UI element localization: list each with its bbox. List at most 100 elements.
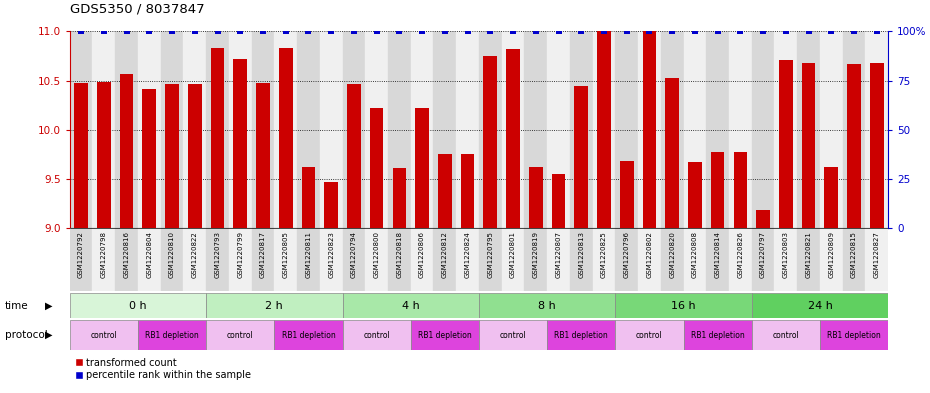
Bar (70, 293, 206, 318)
Text: RB1 depletion: RB1 depletion (418, 331, 472, 340)
Bar (525, 228, 547, 291)
Point (824, 28, 839, 35)
Bar (756, 210, 770, 228)
Bar (870, 63, 884, 228)
Bar (616, 320, 684, 350)
Bar (866, 228, 888, 291)
Point (642, 28, 657, 35)
Bar (551, 174, 565, 228)
Point (733, 28, 748, 35)
Bar (365, 31, 388, 228)
Point (596, 28, 611, 35)
Bar (729, 31, 751, 228)
Text: GSM1220824: GSM1220824 (465, 231, 471, 278)
Point (506, 28, 521, 35)
Bar (206, 31, 229, 228)
Bar (734, 152, 747, 228)
Point (687, 28, 702, 35)
Bar (297, 31, 320, 228)
Point (301, 28, 316, 35)
Text: GSM1220804: GSM1220804 (146, 231, 153, 278)
Bar (161, 228, 183, 291)
Point (665, 28, 680, 35)
Point (347, 28, 362, 35)
Bar (866, 31, 888, 228)
Bar (460, 154, 474, 228)
Bar (70, 228, 92, 291)
Text: GSM1220801: GSM1220801 (510, 231, 516, 278)
Bar (229, 31, 252, 228)
Point (415, 28, 430, 35)
Bar (211, 48, 224, 228)
Bar (320, 31, 342, 228)
Bar (597, 31, 611, 228)
Bar (616, 31, 638, 228)
Point (278, 28, 293, 35)
Text: control: control (90, 331, 117, 340)
Text: GSM1220817: GSM1220817 (260, 231, 266, 278)
Bar (274, 228, 297, 291)
Text: ▶: ▶ (45, 330, 52, 340)
Bar (433, 31, 457, 228)
Bar (479, 320, 547, 350)
Bar (325, 182, 338, 228)
Bar (638, 228, 661, 291)
Point (369, 28, 384, 35)
Bar (506, 49, 520, 228)
Point (778, 28, 793, 35)
Bar (120, 73, 133, 228)
Bar (751, 320, 820, 350)
Bar (525, 31, 547, 228)
Text: GSM1220819: GSM1220819 (533, 231, 538, 278)
Bar (411, 320, 479, 350)
Text: RB1 depletion: RB1 depletion (827, 331, 881, 340)
Bar (820, 320, 888, 350)
Text: GSM1220794: GSM1220794 (351, 231, 357, 278)
Text: control: control (227, 331, 254, 340)
Text: control: control (499, 331, 526, 340)
Bar (797, 31, 820, 228)
Bar (570, 228, 592, 291)
Bar (256, 83, 270, 228)
Bar (370, 108, 383, 228)
Point (256, 28, 271, 35)
Bar (320, 228, 342, 291)
Text: GSM1220820: GSM1220820 (670, 231, 675, 278)
Text: GDS5350 / 8037847: GDS5350 / 8037847 (70, 3, 205, 16)
Text: GSM1220800: GSM1220800 (374, 231, 379, 278)
Text: RB1 depletion: RB1 depletion (691, 331, 745, 340)
Text: 16 h: 16 h (671, 301, 696, 310)
Bar (592, 228, 616, 291)
Point (528, 28, 543, 35)
Point (619, 28, 634, 35)
Point (324, 28, 339, 35)
Bar (433, 228, 457, 291)
Bar (347, 84, 361, 228)
Bar (297, 228, 320, 291)
Bar (751, 228, 775, 291)
Text: GSM1220825: GSM1220825 (601, 231, 607, 278)
Text: RB1 depletion: RB1 depletion (282, 331, 336, 340)
Point (711, 28, 725, 35)
Text: GSM1220810: GSM1220810 (169, 231, 175, 278)
Bar (684, 31, 706, 228)
Point (210, 28, 225, 35)
Text: GSM1220806: GSM1220806 (419, 231, 425, 278)
Bar (188, 84, 202, 228)
Text: time: time (5, 301, 28, 310)
Bar (115, 228, 138, 291)
Bar (274, 320, 342, 350)
Bar (92, 31, 115, 228)
Text: GSM1220823: GSM1220823 (328, 231, 334, 278)
Bar (547, 320, 616, 350)
Bar (115, 31, 138, 228)
Bar (638, 31, 661, 228)
Bar (206, 293, 342, 318)
Bar (416, 108, 429, 228)
Point (97, 28, 112, 35)
Point (460, 28, 475, 35)
Bar (684, 320, 751, 350)
Bar (438, 154, 452, 228)
Text: 4 h: 4 h (402, 301, 419, 310)
Point (483, 28, 498, 35)
